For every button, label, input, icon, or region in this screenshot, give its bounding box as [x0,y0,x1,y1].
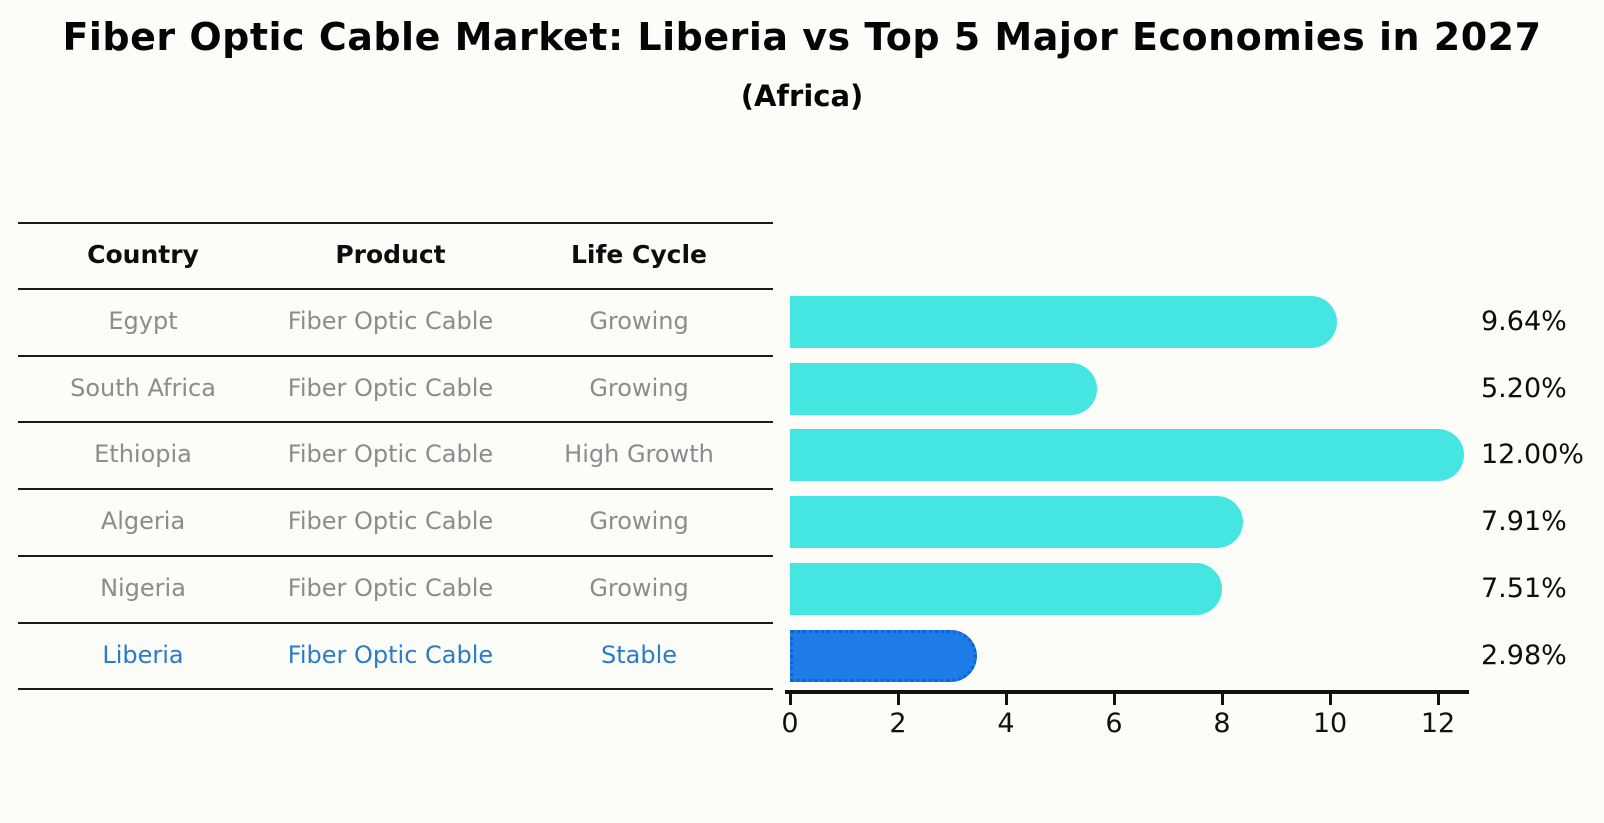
table-cell-country: South Africa [70,373,216,402]
table-header-product: Product [335,240,446,269]
x-axis-tick [1221,693,1224,705]
bar-south-africa [790,362,1097,415]
table-cell-product: Fiber Optic Cable [287,507,494,536]
bar-value-label: 9.64% [1481,306,1567,337]
table-cell-product: Fiber Optic Cable [287,307,494,335]
x-axis-tick [1329,693,1332,705]
bar-value-label: 2.98% [1481,639,1567,671]
x-axis-tick [789,693,792,705]
bar-value-label: 7.51% [1481,572,1567,604]
table-header-life-cycle: Life Cycle [570,240,708,269]
table-row-separator [18,355,773,357]
table-cell-life-cycle: Growing [589,373,689,402]
x-tick-label: 8 [1213,708,1231,739]
table-cell-life-cycle: Stable [600,640,678,669]
table-cell-life-cycle: Growing [589,507,689,536]
bar-liberia-highlighted [790,629,977,682]
table-row-separator [18,622,773,624]
chart-subtitle: (Africa) [740,79,864,113]
bar-ethiopia [790,429,1464,482]
table-row-separator [18,688,773,690]
table-header-country: Country [87,240,199,269]
table-row-separator [18,555,773,557]
table-top-border [18,222,773,224]
table-header-separator [18,288,773,290]
table-row-separator [18,488,773,490]
bar-value-label: 12.00% [1481,439,1584,471]
chart-title: Fiber Optic Cable Market: Liberia vs Top… [62,15,1542,59]
x-axis-line [785,690,1469,694]
x-tick-label: 2 [889,708,907,739]
x-tick-label: 4 [997,708,1015,739]
table-row-separator [18,421,773,423]
x-axis-tick [897,693,900,705]
bar-value-label: 7.91% [1481,506,1567,538]
table-cell-country: Algeria [100,507,186,536]
table-cell-country: Liberia [102,640,184,669]
x-tick-label: 0 [781,708,799,739]
bar-egypt [790,296,1337,348]
table-cell-life-cycle: Growing [589,307,689,335]
x-axis-tick [1005,693,1008,705]
table-cell-life-cycle: High Growth [564,440,714,469]
x-axis-tick [1437,693,1440,705]
table-cell-country: Ethiopia [94,440,192,469]
x-tick-label: 12 [1420,708,1456,739]
table-cell-product: Fiber Optic Cable [287,640,494,669]
bar-algeria [790,496,1244,549]
x-axis-tick [1113,693,1116,705]
bar-nigeria [790,562,1222,615]
x-tick-label: 10 [1312,708,1348,739]
table-cell-product: Fiber Optic Cable [287,573,494,602]
table-cell-product: Fiber Optic Cable [287,440,494,469]
table-cell-country: Nigeria [100,573,186,602]
bar-value-label: 5.20% [1481,372,1567,404]
table-cell-product: Fiber Optic Cable [287,373,494,402]
table-cell-life-cycle: Growing [589,573,689,602]
table-cell-country: Egypt [108,307,178,335]
x-tick-label: 6 [1105,708,1123,739]
